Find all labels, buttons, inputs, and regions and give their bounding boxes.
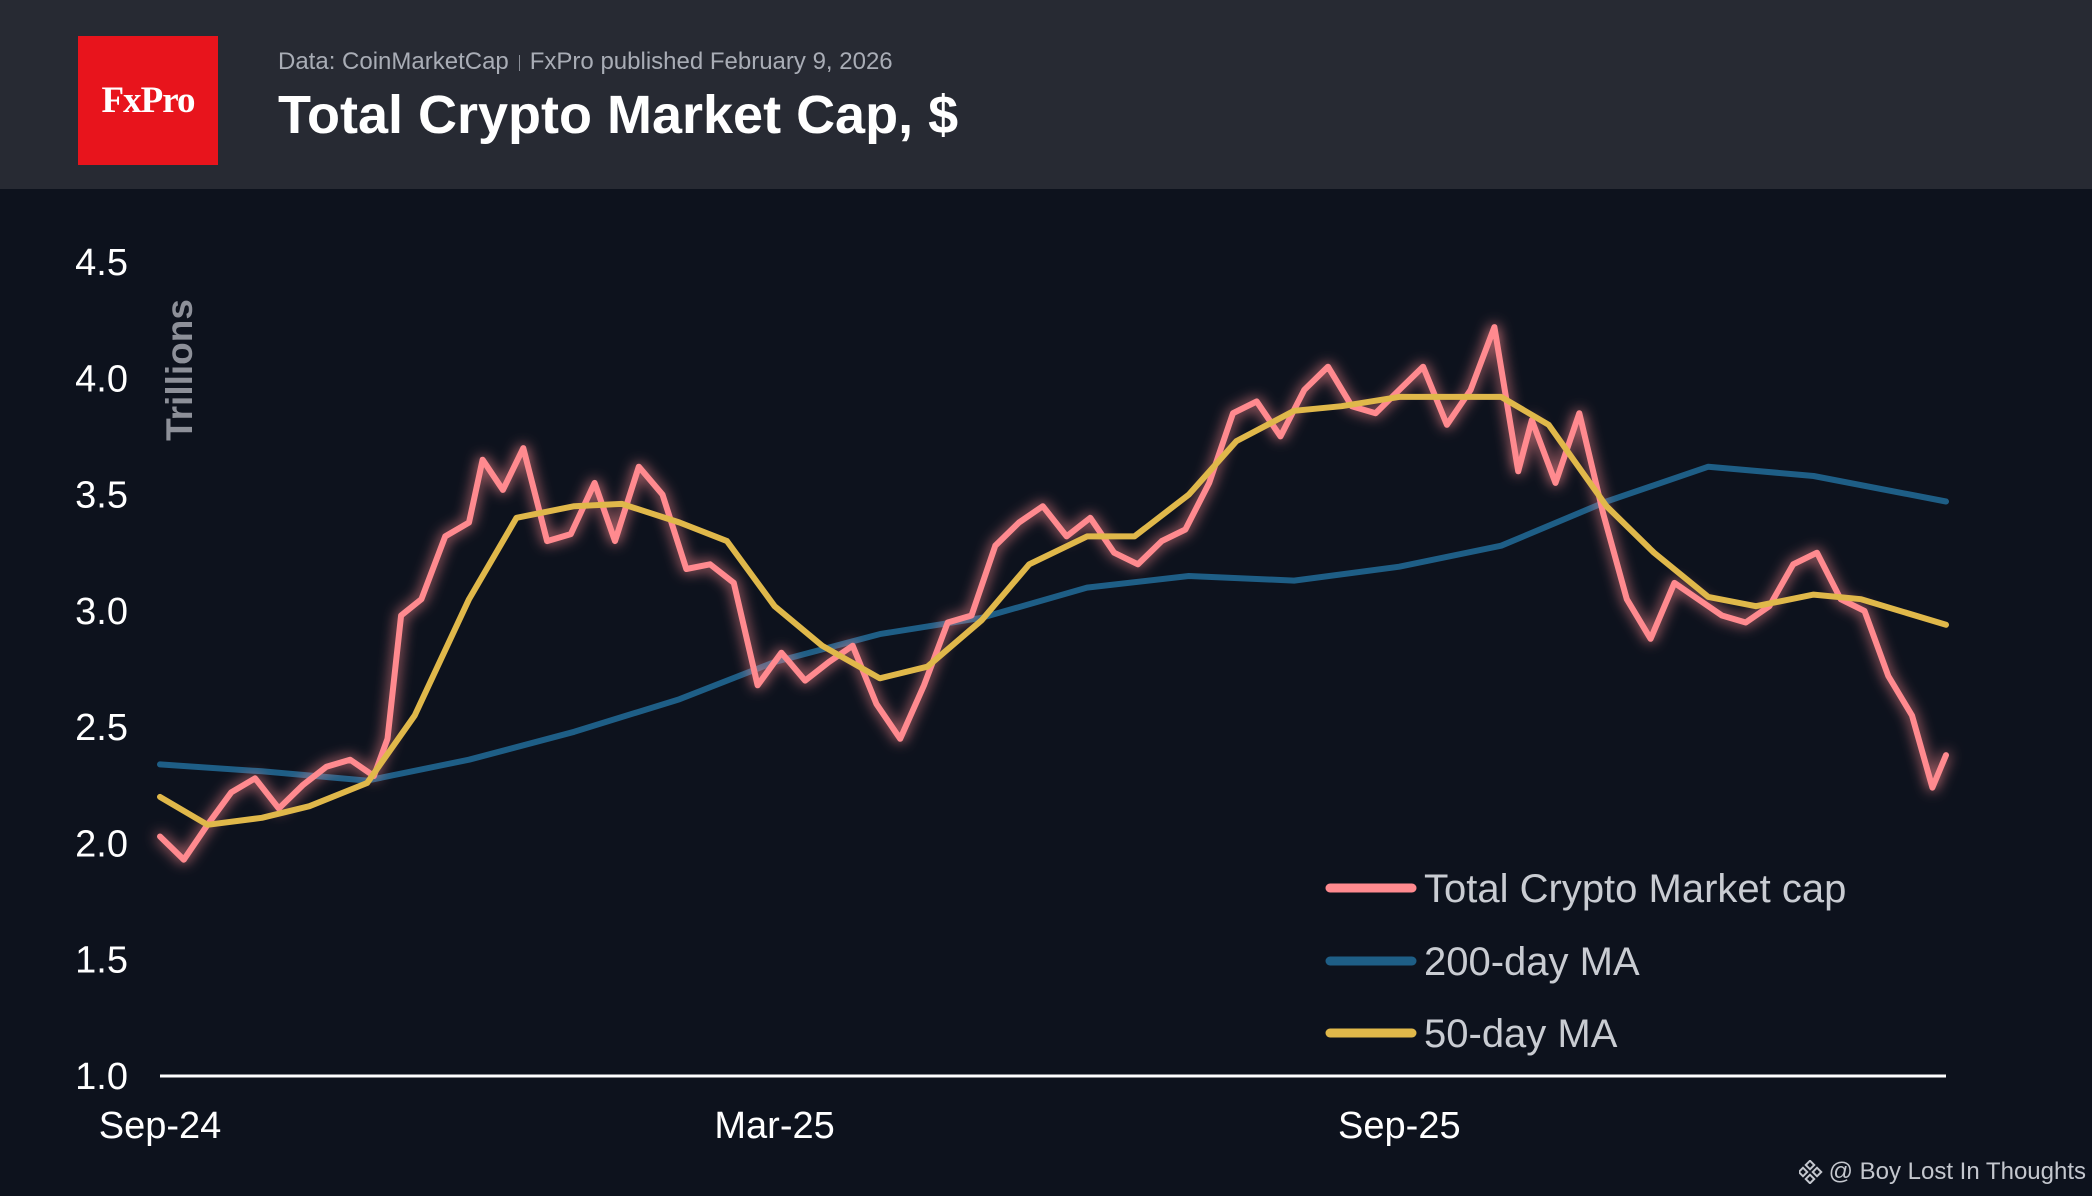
y-axis: 1.0 1.5 2.0 2.5 3.0 3.5 4.0 4.5: [75, 242, 128, 1098]
x-tick-label: Sep-25: [1338, 1105, 1461, 1147]
y-tick-label: 1.0: [75, 1056, 128, 1098]
x-tick-label: Mar-25: [714, 1105, 834, 1147]
y-axis-label: Trillions: [159, 299, 200, 441]
line-chart: 1.01.52.02.53.03.54.04.5 Sep-24 Mar-25 Sep…: [75, 242, 1949, 1147]
credit: @ Boy Lost In Thoughts: [1798, 1158, 2086, 1186]
legend-label: 50-day MA: [1424, 1012, 1618, 1056]
publisher: FxPro published February 9, 2026: [529, 48, 893, 75]
series-line-total-crypto-market-cap: [157, 324, 1949, 863]
fxpro-logo: FxPro: [78, 36, 218, 165]
diamond-logo-icon: [1798, 1160, 1823, 1184]
legend-label: 200-day MA: [1424, 940, 1640, 984]
y-tick-label: 3.5: [75, 475, 128, 517]
series-layer: [157, 324, 1949, 863]
chart-title: Total Crypto Market Cap, $: [278, 85, 959, 145]
logo-text: FxPro: [101, 80, 196, 121]
y-tick-label: 3.0: [75, 591, 128, 633]
y-tick-label: 1.5: [75, 940, 128, 982]
y-tick-label: 4.0: [75, 358, 128, 400]
x-tick-label: Sep-24: [99, 1105, 222, 1147]
source-line: Data: CoinMarketCap FxPro published Febru…: [278, 48, 893, 76]
legend: Total Crypto Market cap 200-day MA 50-day …: [1325, 867, 1846, 1056]
separator: [518, 54, 520, 71]
y-tick-label: 4.5: [75, 242, 128, 284]
legend-label: Total Crypto Market cap: [1424, 867, 1846, 911]
credit-text: @ Boy Lost In Thoughts: [1828, 1158, 2086, 1185]
y-tick-label: 2.0: [75, 823, 128, 865]
header-bar: FxPro Data: CoinMarketCap FxPro published…: [0, 0, 2092, 189]
x-axis: Sep-24 Mar-25 Sep-25: [99, 1074, 1946, 1147]
y-tick-label: 2.5: [75, 707, 128, 749]
data-source: Data: CoinMarketCap: [278, 48, 509, 75]
series-line-200-day-ma: [157, 463, 1949, 784]
series-line-50-day-ma: [157, 393, 1949, 828]
